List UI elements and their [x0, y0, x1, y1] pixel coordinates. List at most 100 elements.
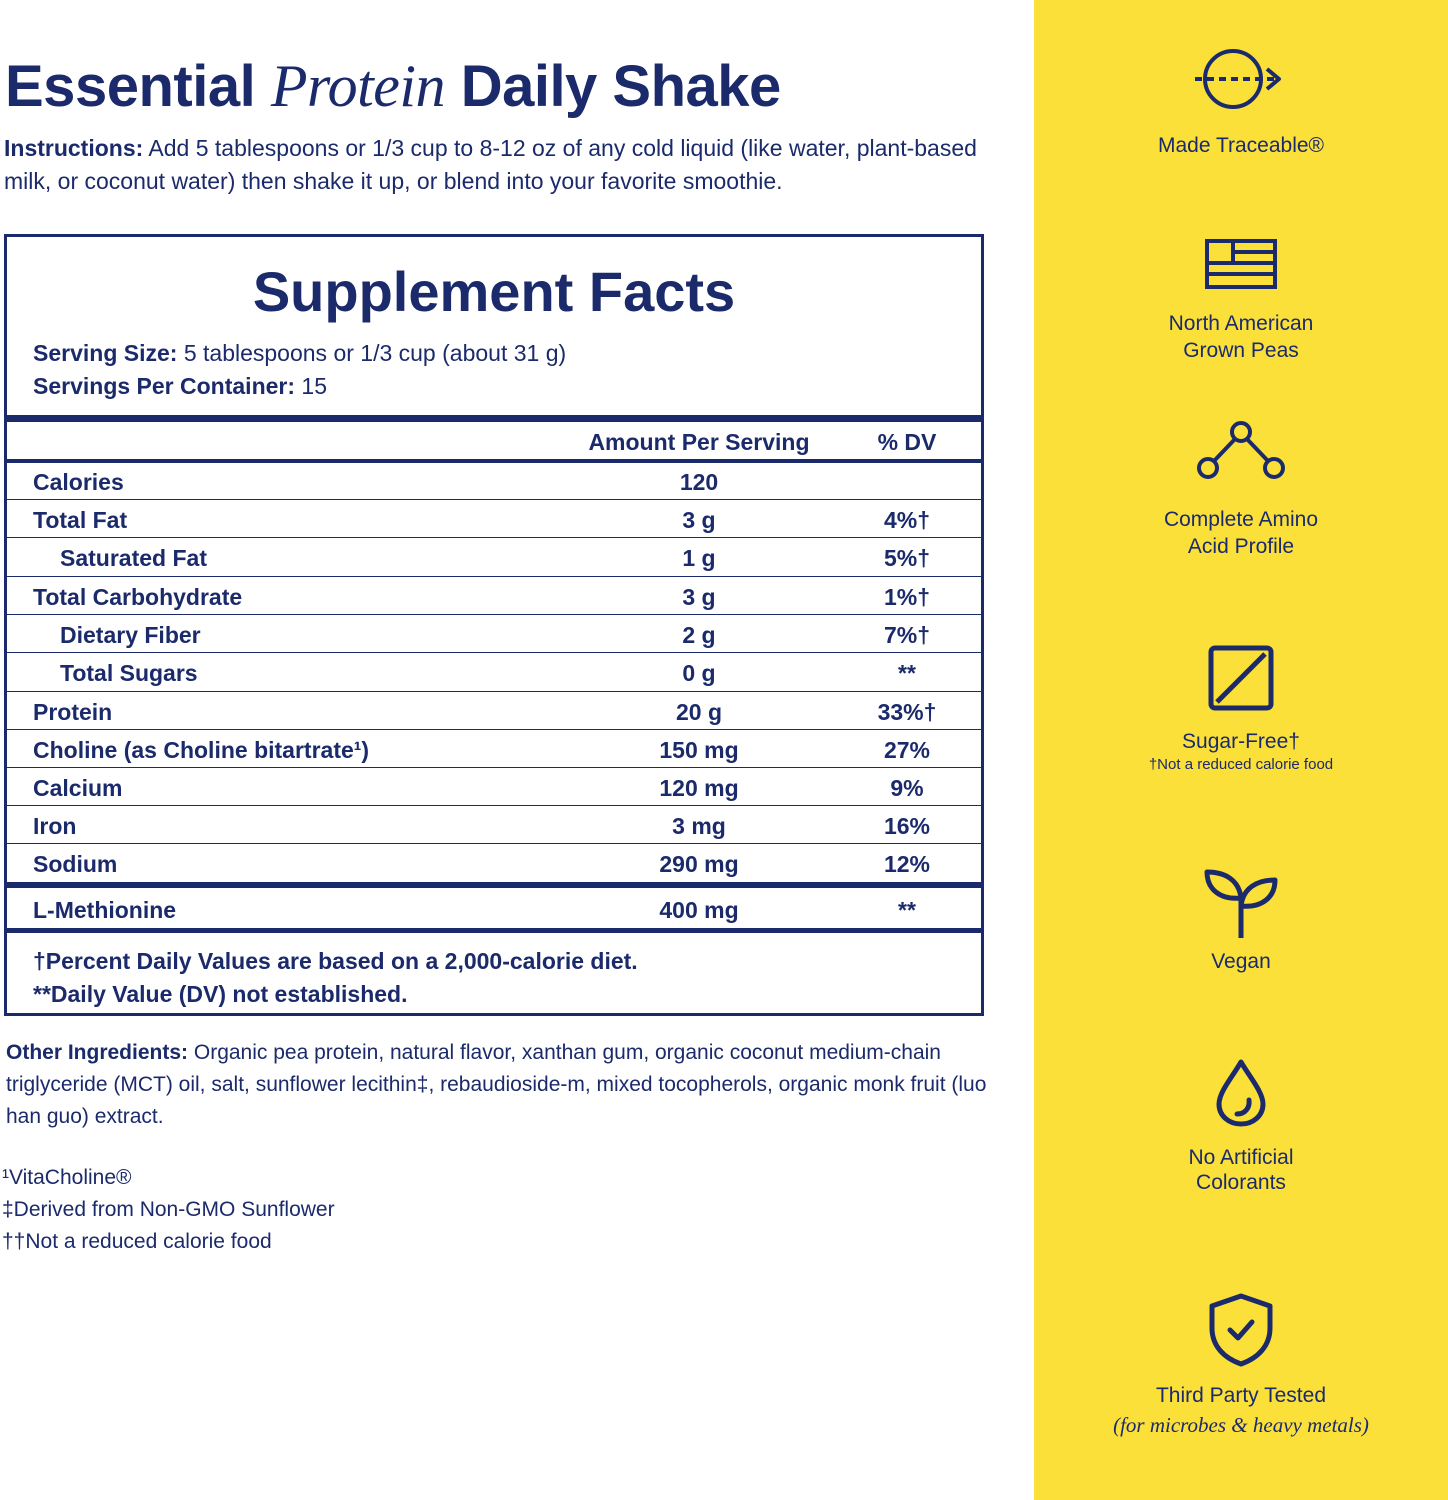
ingredients-text: Organic pea protein, natural flavor, xan…: [6, 1041, 987, 1128]
nutrient-name: Protein: [33, 699, 113, 725]
feature-label: Third Party Tested: [1155, 1384, 1327, 1407]
feature-label: Made Traceable®: [1157, 134, 1325, 157]
nutrient-dv: 4%†: [883, 507, 931, 533]
feature-label: Vegan: [1211, 950, 1271, 973]
footnote-sunflower: ‡Derived from Non-GMO Sunflower: [2, 1198, 335, 1221]
nutrient-amount: 150 mg: [659, 737, 739, 763]
serving-size-label: Serving Size:: [33, 340, 178, 366]
thick-divider: [7, 882, 981, 888]
serving-size: Serving Size: 5 tablespoons or 1/3 cup (…: [33, 337, 566, 370]
feature-no-colorants: No Artificial Colorants: [1034, 1058, 1448, 1196]
nutrient-name: Iron: [33, 813, 77, 839]
amino-molecule-icon: [1197, 421, 1285, 479]
traceable-arrow-icon: [1195, 49, 1281, 109]
row-divider: [7, 652, 981, 653]
nutrient-dv: 33%†: [877, 699, 937, 725]
nutrient-name: Dietary Fiber: [60, 622, 201, 648]
nutrient-dv: 7%†: [883, 622, 931, 648]
footer-divider: [7, 928, 981, 933]
table-row: Saturated Fat 1 g 5%†: [7, 539, 981, 576]
servings-value: 15: [301, 373, 328, 399]
row-divider: [7, 499, 981, 500]
facts-title: Supplement Facts: [252, 260, 736, 323]
feature-vegan: Vegan: [1034, 866, 1448, 975]
facts-footnotes: †Percent Daily Values are based on a 2,0…: [33, 945, 638, 1011]
nutrient-name: Calcium: [33, 775, 123, 801]
feature-amino: Complete Amino Acid Profile: [1034, 420, 1448, 560]
page-title: Essential Protein Daily Shake: [5, 52, 781, 121]
nutrient-amount: 400 mg: [659, 897, 739, 923]
feature-label: Complete Amino: [1163, 508, 1319, 531]
nutrient-amount: 120: [679, 469, 719, 495]
row-divider: [7, 691, 981, 692]
nutrient-name: Saturated Fat: [60, 545, 207, 571]
feature-label: Colorants: [1196, 1171, 1286, 1194]
nutrient-amount: 1 g: [682, 545, 716, 571]
dv-footnote: †Percent Daily Values are based on a 2,0…: [33, 948, 638, 974]
nutrient-dv: **: [898, 660, 916, 686]
sprout-icon: [1204, 869, 1278, 938]
nutrient-name: Total Fat: [33, 507, 128, 533]
row-divider: [7, 843, 981, 844]
row-divider: [7, 767, 981, 768]
title-part-2: Protein: [270, 53, 446, 119]
main-panel: Essential Protein Daily Shake Instructio…: [2, 52, 1004, 1258]
feature-third-party: Third Party Tested (for microbes & heavy…: [1034, 1292, 1448, 1439]
table-row: Choline (as Choline bitartrate¹) 150 mg …: [7, 731, 981, 768]
feature-traceable: Made Traceable®: [1034, 44, 1448, 159]
nutrient-amount: 0 g: [682, 660, 716, 686]
footnote-calorie: ††Not a reduced calorie food: [2, 1230, 272, 1253]
nutrient-dv: 1%†: [883, 584, 931, 610]
instructions: Instructions: Add 5 tablespoons or 1/3 c…: [4, 132, 1004, 198]
footnotes-list: ¹VitaCholine® ‡Derived from Non-GMO Sunf…: [2, 1162, 335, 1258]
feature-sublabel: †Not a reduced calorie food: [1148, 756, 1334, 773]
servings-per-container: Servings Per Container: 15: [33, 370, 566, 403]
nutrient-name: Calories: [33, 469, 124, 495]
feature-north-american: North American Grown Peas: [1034, 238, 1448, 364]
droplet-icon: [1216, 1059, 1266, 1127]
nutrient-dv: 12%: [883, 851, 931, 877]
instructions-text: Add 5 tablespoons or 1/3 cup to 8-12 oz …: [4, 135, 977, 194]
instructions-label: Instructions:: [4, 135, 144, 161]
table-row: Total Sugars 0 g **: [7, 654, 981, 691]
nutrient-name: Total Sugars: [60, 660, 198, 686]
serving-size-value: 5 tablespoons or 1/3 cup (about 31 g): [183, 340, 567, 366]
row-divider: [7, 614, 981, 615]
nutrient-amount: 3 g: [682, 584, 716, 610]
serving-info: Serving Size: 5 tablespoons or 1/3 cup (…: [33, 337, 566, 403]
nutrient-dv: 5%†: [883, 545, 931, 571]
nutrient-name: Total Carbohydrate: [33, 584, 243, 610]
supplement-facts-panel: Supplement Facts Serving Size: 5 tablesp…: [4, 234, 984, 1016]
nutrient-dv: **: [898, 897, 916, 923]
feature-sugar-free: Sugar-Free† †Not a reduced calorie food: [1034, 644, 1448, 775]
nutrient-amount: 120 mg: [659, 775, 739, 801]
nutrient-amount: 20 g: [675, 699, 723, 725]
feature-label: North American: [1168, 312, 1314, 335]
nutrient-dv: 16%: [883, 813, 931, 839]
flag-icon: [1205, 239, 1277, 289]
shield-check-icon: [1209, 1293, 1273, 1367]
nutrient-name: Choline (as Choline bitartrate¹): [33, 737, 370, 763]
ingredients-label: Other Ingredients:: [6, 1041, 189, 1064]
feature-label: Acid Profile: [1187, 535, 1295, 558]
title-part-1: Essential: [5, 54, 256, 119]
table-row: Total Carbohydrate 3 g 1%†: [7, 578, 981, 615]
row-divider: [7, 537, 981, 538]
nutrient-dv: 9%: [890, 775, 924, 801]
table-row: Protein 20 g 33%†: [7, 693, 981, 730]
nutrient-amount: 290 mg: [659, 851, 739, 877]
nutrient-amount: 2 g: [682, 622, 716, 648]
servings-label: Servings Per Container:: [33, 373, 296, 399]
row-divider: [7, 805, 981, 806]
column-header-amount: Amount Per Serving: [588, 429, 810, 455]
header-divider: [7, 459, 981, 463]
table-row: Dietary Fiber 2 g 7%†: [7, 616, 981, 653]
sugar-free-icon: [1208, 645, 1274, 711]
table-row: Sodium 290 mg 12%: [7, 845, 981, 882]
table-row: Iron 3 mg 16%: [7, 807, 981, 844]
feature-sublabel: (for microbes & heavy metals): [1113, 1413, 1369, 1437]
table-row: L-Methionine 400 mg **: [7, 891, 981, 928]
nutrient-amount: 3 g: [682, 507, 716, 533]
features-sidebar: Made Traceable® North American Grown Pea…: [1034, 0, 1448, 1500]
feature-label: Sugar-Free†: [1182, 730, 1300, 753]
